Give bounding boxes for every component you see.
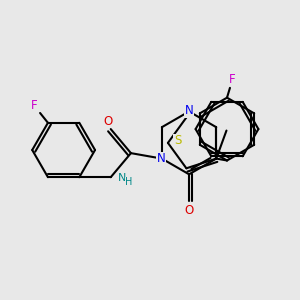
Text: N: N <box>118 173 126 183</box>
Text: O: O <box>103 115 112 128</box>
Text: N: N <box>157 152 165 165</box>
Text: S: S <box>174 134 182 147</box>
Text: O: O <box>184 204 194 217</box>
Text: N: N <box>185 104 194 117</box>
Text: F: F <box>229 73 235 85</box>
Text: F: F <box>31 99 38 112</box>
Text: H: H <box>125 177 133 187</box>
